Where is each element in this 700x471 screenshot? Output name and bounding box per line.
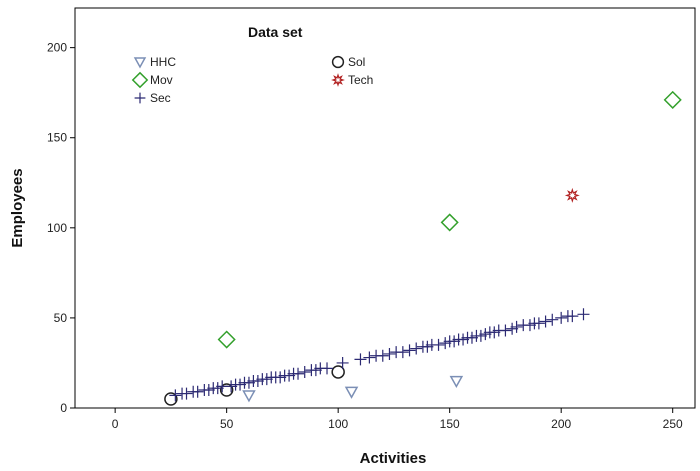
legend-items: HHC Sol Mov Tech Sec [131,55,373,105]
sec-point [376,349,389,362]
x-tick-label: 200 [551,417,571,431]
sec-point [410,342,423,355]
sec-point [566,310,579,323]
hhc-point [449,375,464,389]
sec-point [539,315,552,328]
sec-point [432,338,445,351]
legend-label: HHC [150,55,176,69]
legend-label: Sol [348,55,365,69]
legend: Data set HHC Sol Mov Tech Sec [131,24,373,105]
x-tick-label: 150 [440,417,460,431]
hhc-point [242,390,256,403]
legend-item-sol: Sol [331,55,365,69]
legend-hhc-marker [133,57,147,69]
sec-point [363,351,376,364]
y-axis-title: Employees [9,168,26,247]
legend-sol-marker [331,55,345,69]
legend-label: Mov [150,73,173,87]
y-tick-label: 150 [47,131,67,145]
sec-point [336,356,349,369]
sol-point [164,392,178,406]
sec-point [532,317,545,330]
y-tick-label: 100 [47,221,67,235]
mov-point [663,90,682,109]
x-axis-title: Activities [360,450,427,467]
sec-point [191,385,204,398]
plot-area [74,7,696,409]
series-sec [169,308,590,402]
series-tech [564,187,580,203]
legend-item-mov: Mov [131,71,173,89]
sec-point [354,353,367,366]
mov-point [440,213,459,232]
sec-point [383,347,396,360]
sec-point [169,389,182,402]
y-tick-label: 50 [54,311,68,325]
sec-point [396,346,409,359]
y-tick-label: 200 [47,41,67,55]
legend-item-tech: Tech [331,73,373,87]
series-hhc [242,375,464,403]
sol-point [219,383,234,397]
hhc-point [344,386,359,399]
mov-point [217,330,236,349]
legend-sec-marker [134,92,146,104]
axes: 0 50 100 150 200 250 0 50 100 150 200 [47,41,683,431]
sec-point [499,324,512,337]
x-tick-label: 50 [220,417,234,431]
legend-title: Data set [248,24,303,40]
sec-point [546,313,559,326]
legend-item-hhc: HHC [133,55,176,69]
sec-point [555,311,568,324]
legend-label: Sec [150,91,171,105]
x-tick-label: 250 [663,417,683,431]
legend-label: Tech [348,73,373,87]
series-sol [164,365,345,406]
series-mov [217,90,682,349]
data-marks [164,90,682,406]
tech-point [564,187,580,203]
sec-point [510,320,523,333]
x-tick-label: 0 [112,417,119,431]
sec-point [403,344,416,357]
sec-point [298,365,311,378]
sec-point [180,387,193,400]
y-tick-label: 0 [60,401,67,415]
sec-point [292,367,305,380]
legend-mov-marker [131,71,149,89]
legend-tech-marker [331,73,345,87]
legend-item-sec: Sec [134,91,171,105]
sec-point [321,362,334,375]
x-tick-label: 100 [328,417,348,431]
sol-point [331,365,345,379]
sec-point [577,308,590,321]
